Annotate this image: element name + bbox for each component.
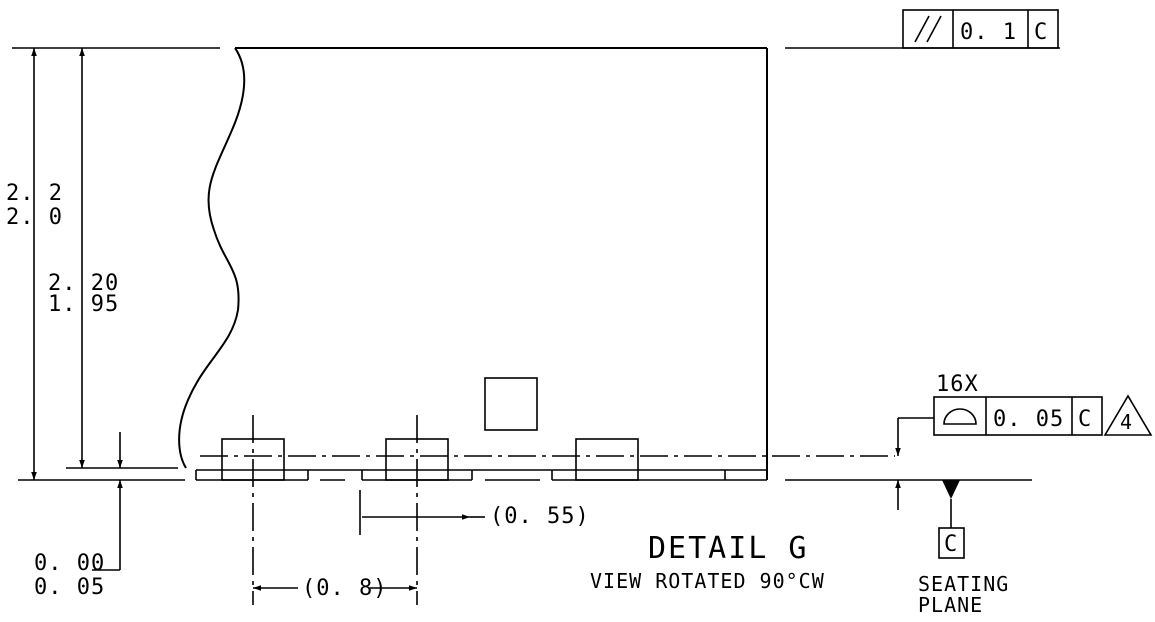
svg-text:C: C (1034, 20, 1048, 45)
svg-text:2. 2: 2. 2 (6, 181, 63, 206)
triangle-note-flag-icon (1103, 394, 1153, 436)
package-body (178, 47, 768, 480)
lead-frame (195, 438, 767, 481)
lead-3 (575, 438, 639, 481)
parallelism-symbol-icon (914, 15, 942, 43)
svg-text:0. 05: 0. 05 (34, 575, 105, 600)
body-height-dimension: 2. 20 1. 95 (48, 48, 119, 468)
detail-title: DETAIL G (648, 531, 809, 566)
die-pad (484, 377, 538, 431)
svg-text:PLANE: PLANE (918, 593, 983, 617)
svg-text:2. 20: 2. 20 (48, 271, 119, 296)
svg-text:(0. 8): (0. 8) (302, 576, 387, 601)
lead-width-dimension: (0. 55) (359, 490, 590, 535)
svg-text:C: C (944, 532, 958, 557)
seating-plane-datum: C SEATING PLANE (918, 480, 1009, 617)
svg-text:2. 0: 2. 0 (6, 205, 63, 230)
parallelism-control-frame: 0. 1 C (902, 9, 1059, 49)
detail-subtitle: VIEW ROTATED 90°CW (590, 569, 825, 593)
pitch-dimension: (0. 8) (253, 576, 417, 601)
svg-text:C: C (1078, 407, 1092, 432)
svg-text:4: 4 (1120, 410, 1133, 434)
svg-text:1. 95: 1. 95 (48, 292, 119, 317)
center-lines (200, 415, 895, 605)
standoff-dimension: 0. 00 0. 05 (34, 432, 123, 600)
svg-text:SEATING: SEATING (918, 572, 1009, 596)
svg-text:0. 00: 0. 00 (34, 551, 105, 576)
surface-profile-icon (943, 408, 977, 425)
svg-text:16X: 16X (936, 372, 979, 397)
svg-text:(0. 55): (0. 55) (490, 504, 590, 529)
datum-target-triangle-icon (942, 480, 960, 499)
svg-text:0. 1: 0. 1 (960, 20, 1017, 45)
detail-title-block: DETAIL G VIEW ROTATED 90°CW (590, 531, 825, 593)
reference-lines (12, 47, 1060, 481)
overall-height-dimension: 2. 2 2. 0 (6, 48, 63, 480)
svg-text:0. 05: 0. 05 (993, 407, 1064, 432)
profile-control-frame: 16X 0. 05 C 4 (895, 372, 1153, 510)
